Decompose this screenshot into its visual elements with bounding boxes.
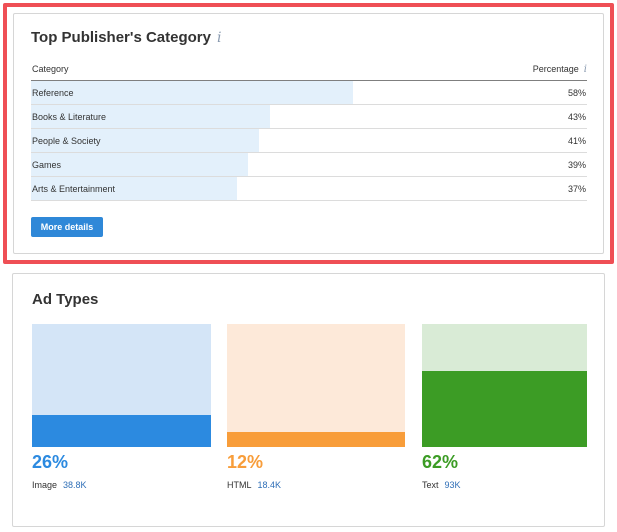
table-row: Arts & Entertainment 37% bbox=[31, 177, 587, 201]
ad-type-percentage: 26% bbox=[32, 452, 69, 472]
ad-type-name: Text bbox=[422, 480, 439, 490]
table-row: Games 39% bbox=[31, 153, 587, 177]
highlight-frame bbox=[3, 3, 614, 264]
card-title: Ad Types bbox=[32, 291, 99, 308]
ad-type-label: HTML 18.4K bbox=[227, 480, 281, 490]
ad-type-bar-bg bbox=[32, 324, 211, 447]
ad-types-card: Ad Types 26% Image 38.8K 12% HTML 18.4K 62% Tex… bbox=[12, 273, 605, 527]
ad-type-count-link[interactable]: 38.8K bbox=[63, 480, 87, 490]
category-bar bbox=[31, 81, 354, 104]
ad-type-bar-bg bbox=[227, 324, 405, 447]
category-bar bbox=[31, 129, 259, 152]
category-bar bbox=[31, 153, 248, 176]
info-icon[interactable]: i bbox=[583, 64, 587, 75]
category-label: Games bbox=[32, 160, 62, 170]
column-header-percentage-text: Percentage bbox=[532, 64, 579, 74]
category-percentage: 41% bbox=[567, 136, 586, 146]
ad-type-percentage: 12% bbox=[227, 452, 264, 472]
ad-type-name: Image bbox=[32, 480, 58, 490]
info-icon[interactable]: i bbox=[217, 30, 222, 46]
category-label: Reference bbox=[32, 88, 74, 98]
table-row: People & Society 41% bbox=[31, 129, 587, 153]
category-label: Books & Literature bbox=[32, 112, 107, 122]
ad-type-bar-fill bbox=[422, 371, 587, 447]
category-bar bbox=[31, 177, 237, 200]
ad-type-text: 62% Text 93K bbox=[422, 324, 587, 490]
ad-type-label: Text 93K bbox=[422, 480, 461, 490]
category-percentage: 58% bbox=[567, 88, 586, 98]
ad-type-percentage: 62% bbox=[422, 452, 459, 472]
card-title: Top Publisher's Category i bbox=[31, 29, 221, 46]
column-header-percentage: Percentage i bbox=[533, 64, 587, 75]
ad-type-bar-bg bbox=[422, 324, 587, 447]
column-header-category: Category bbox=[32, 64, 69, 74]
card-title-text: Top Publisher's Category bbox=[31, 29, 211, 46]
category-label: Arts & Entertainment bbox=[32, 184, 116, 194]
category-percentage: 39% bbox=[567, 160, 586, 170]
category-table: Category Percentage i Reference 58% Books &… bbox=[31, 59, 587, 201]
category-percentage: 37% bbox=[567, 184, 586, 194]
category-percentage: 43% bbox=[567, 112, 586, 122]
top-publisher-category-card: Top Publisher's Category i Category Perce… bbox=[13, 13, 604, 254]
more-details-button[interactable]: More details bbox=[31, 217, 103, 237]
ad-type-label: Image 38.8K bbox=[32, 480, 87, 490]
ad-type-html: 12% HTML 18.4K bbox=[227, 324, 405, 490]
ad-type-bar-fill bbox=[32, 415, 211, 447]
ad-type-image: 26% Image 38.8K bbox=[32, 324, 211, 490]
category-bar bbox=[31, 105, 271, 128]
table-row: Books & Literature 43% bbox=[31, 105, 587, 129]
table-header: Category Percentage i bbox=[31, 59, 587, 81]
ad-type-bar-fill bbox=[227, 432, 405, 447]
ad-type-count-link[interactable]: 93K bbox=[444, 480, 461, 490]
ad-type-name: HTML bbox=[227, 480, 252, 490]
ad-type-count-link[interactable]: 18.4K bbox=[257, 480, 282, 490]
table-row: Reference 58% bbox=[31, 81, 587, 105]
category-label: People & Society bbox=[32, 136, 101, 146]
